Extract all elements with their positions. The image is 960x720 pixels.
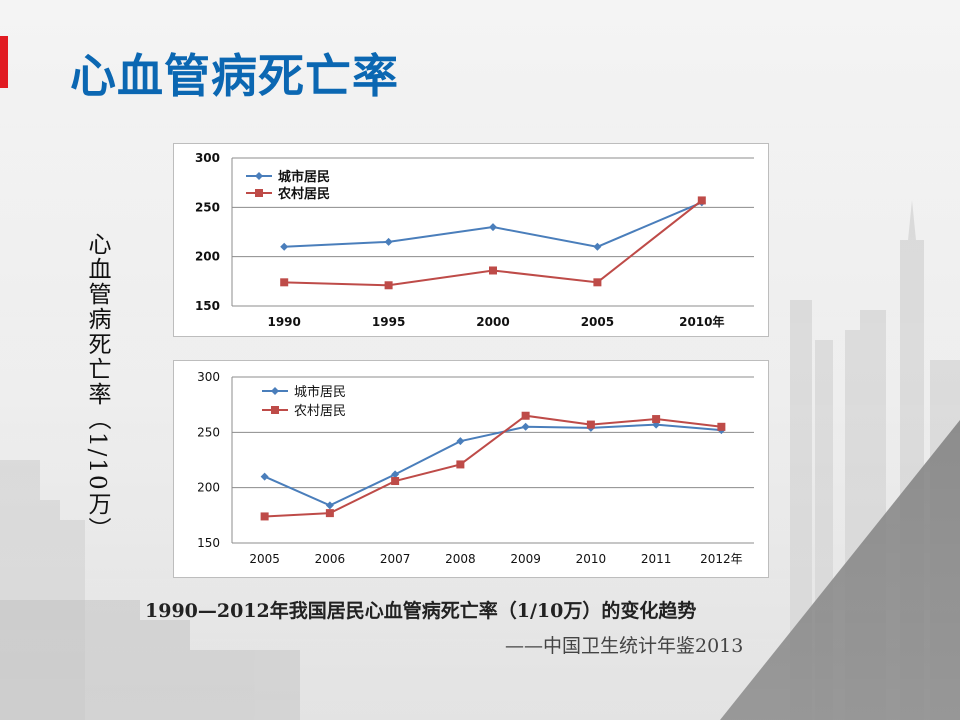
c1-y-tick-label: 250 — [195, 200, 220, 214]
chart-1990-2010-svg: 150 200 250 300 1990 1995 2000 2005 2010年 城市居民农村居… — [195, 151, 754, 329]
c2-x-tick-label: 2008 — [445, 552, 476, 566]
c2-y-tick-label: 150 — [197, 536, 220, 550]
c2-y-tick-label: 300 — [197, 370, 220, 384]
figure-source: ——中国卫生统计年鉴2013 — [505, 635, 744, 657]
c2-point-urban — [521, 422, 530, 431]
c1-x-tick-label: 2005 — [581, 315, 614, 329]
c2-point-rural — [325, 509, 334, 518]
c1-y-tick-label: 150 — [195, 299, 220, 313]
c2-y-tick-label: 250 — [197, 425, 220, 439]
c2-point-rural — [717, 422, 726, 431]
c1-x-tick-label: 2010年 — [679, 314, 724, 329]
c2-x-tick-label: 2007 — [380, 552, 411, 566]
chart-2005-2012: 150 200 250 300 2005 2006 2007 2008 2009 2010 2011… — [173, 360, 769, 578]
c2-series-line-urban — [264, 423, 722, 507]
c1-point-urban — [593, 242, 602, 251]
c2-point-rural — [586, 420, 595, 429]
figure-caption: 1990—2012年我国居民心血管病死亡率（1/10万）的变化趋势 — [145, 600, 697, 622]
slide-title: 心血管病死亡率 — [70, 49, 399, 103]
c1-point-rural — [384, 281, 393, 290]
c2-legend-label-urban: 城市居民 — [294, 384, 346, 400]
c1-x-tick-label: 1990 — [267, 315, 300, 329]
c2-point-urban — [325, 501, 334, 510]
c1-point-rural — [489, 266, 497, 275]
c1-legend-label-rural: 农村居民 — [277, 186, 330, 202]
c1-x-tick-label: 2000 — [476, 315, 509, 329]
c1-y-tick-label: 200 — [195, 250, 220, 264]
c2-legend-label-rural: 农村居民 — [294, 404, 346, 419]
c2-point-rural — [260, 512, 269, 521]
y-axis-label: 心血管病死亡率（1/10万） — [84, 232, 110, 542]
c2-series-line-rural — [264, 414, 722, 518]
c1-point-urban — [384, 237, 393, 246]
c2-x-tick-label: 2012年 — [700, 552, 743, 566]
c1-x-tick-label: 1995 — [372, 315, 405, 329]
c2-point-rural — [456, 460, 465, 469]
c2-x-tick-label: 2010 — [576, 552, 607, 566]
c1-legend-marker-urban — [255, 172, 263, 180]
c2-x-tick-label: 2009 — [510, 552, 541, 566]
c1-point-rural — [593, 278, 602, 287]
c1-point-urban — [489, 223, 497, 232]
c2-x-tick-label: 2006 — [315, 552, 346, 566]
c1-legend-marker-rural — [255, 189, 263, 197]
c2-legend-marker-rural — [271, 406, 279, 414]
title-accent-bar — [0, 36, 8, 88]
c2-y-tick-label: 200 — [197, 481, 220, 495]
c2-x-tick-label: 2011 — [641, 552, 672, 566]
c2-point-urban — [456, 437, 465, 446]
c2-point-urban — [391, 470, 400, 479]
c2-x-tick-label: 2005 — [249, 552, 280, 566]
c1-legend-label-urban: 城市居民 — [278, 169, 330, 185]
c2-point-urban — [260, 472, 269, 481]
c2-point-rural — [652, 415, 661, 424]
chart-2005-2012-svg: 150 200 250 300 2005 2006 2007 2008 2009 2010 2011… — [197, 370, 754, 566]
c1-point-urban — [280, 242, 289, 251]
chart-1990-2010: 150 200 250 300 1990 1995 2000 2005 2010年 城市居民 农村居… — [173, 143, 769, 337]
c2-legend-marker-urban — [271, 387, 279, 395]
c1-point-rural — [280, 278, 289, 287]
c2-point-rural — [521, 411, 530, 420]
c1-y-tick-label: 300 — [195, 151, 220, 165]
c1-point-rural — [697, 196, 706, 205]
c2-point-rural — [391, 477, 400, 486]
